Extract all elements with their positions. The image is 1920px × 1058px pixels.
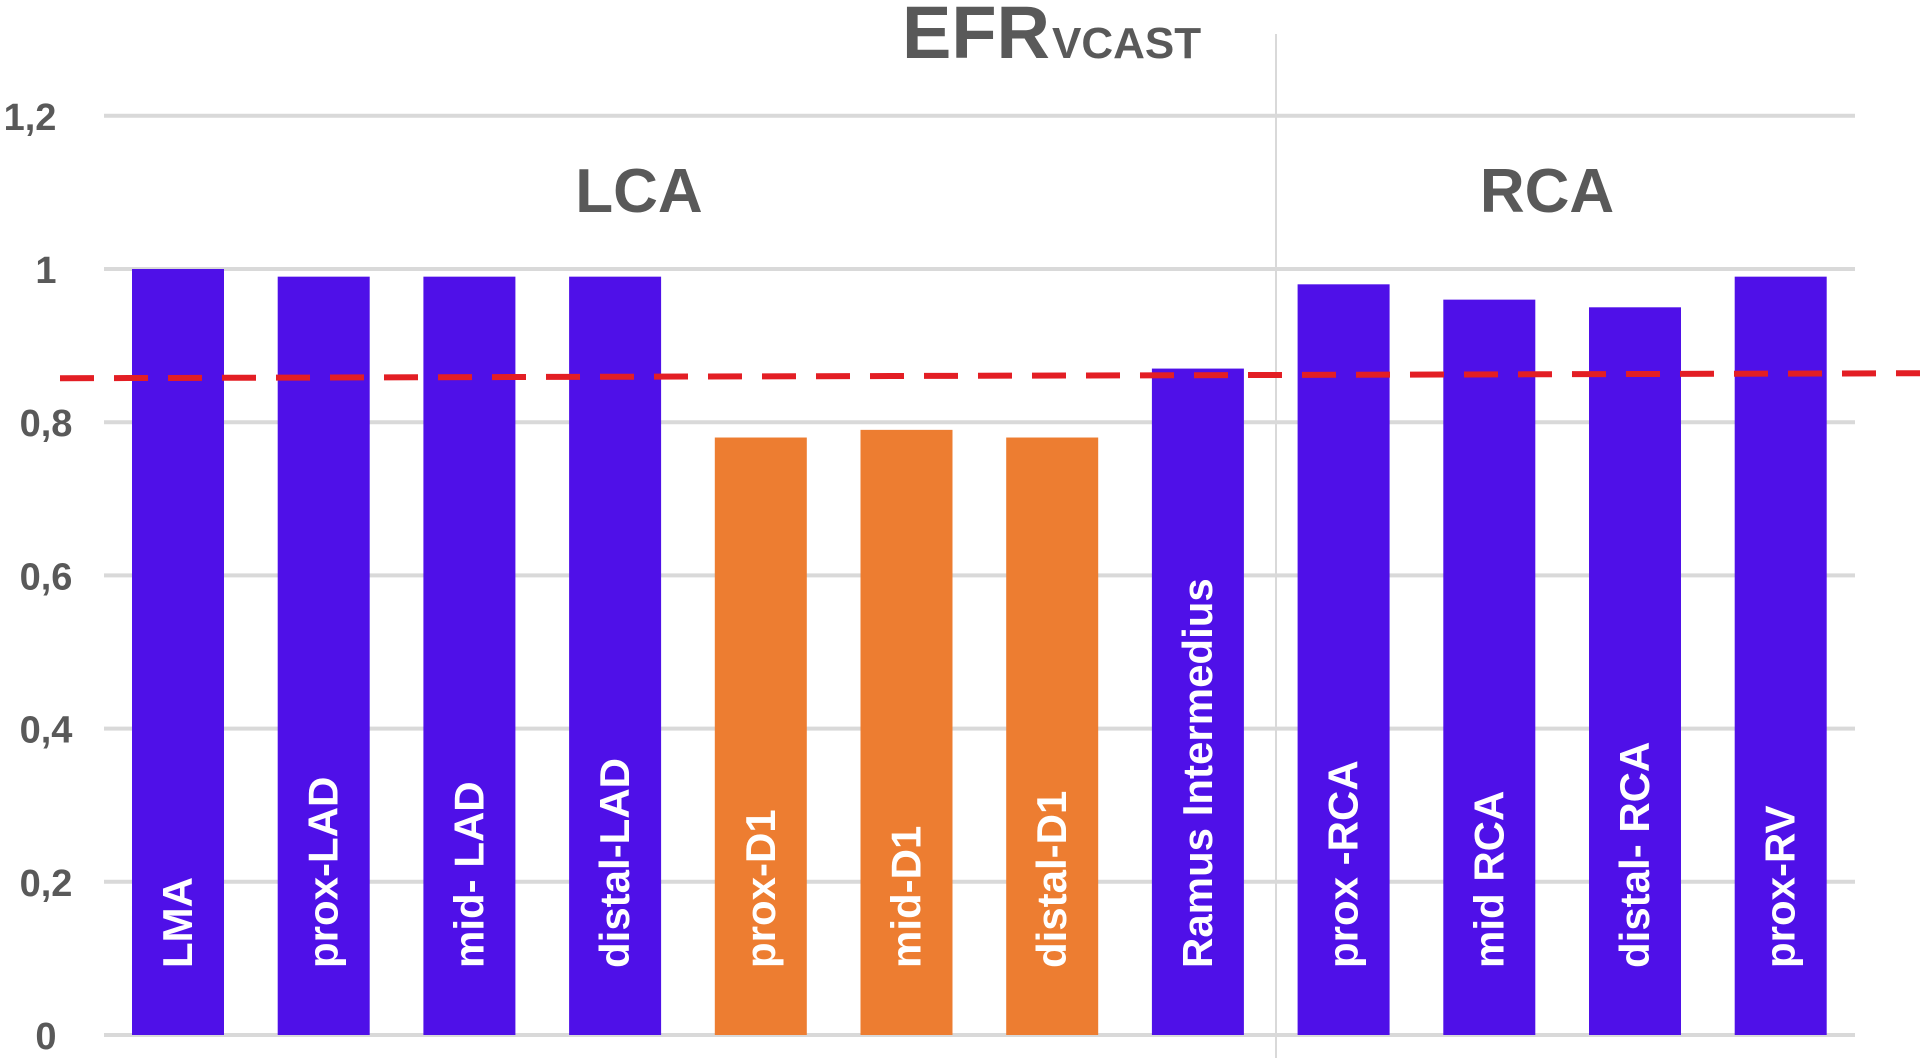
bar: [569, 276, 662, 1035]
bar-label: prox-D1: [737, 809, 784, 968]
bar: [423, 276, 516, 1035]
bar-label: mid-D1: [883, 826, 930, 968]
y-tick-label: 0,4: [20, 710, 73, 752]
bar: [1151, 368, 1244, 1036]
bar: [860, 429, 953, 1035]
bar-label: distal-LAD: [591, 758, 638, 968]
bar: [1006, 437, 1099, 1035]
chart-title: EFR: [902, 0, 1050, 74]
bar-label: mid RCA: [1465, 791, 1512, 968]
bar: [1589, 307, 1681, 1035]
bar-label: prox-LAD: [300, 777, 347, 968]
bar-label: distal-D1: [1028, 791, 1075, 968]
group-label-rca: RCA: [1480, 157, 1614, 226]
y-tick-label: 0,8: [20, 403, 73, 445]
bar-label: distal- RCA: [1611, 742, 1658, 968]
bar-label: mid- LAD: [445, 781, 492, 968]
threshold-line: [59, 370, 1920, 382]
chart-title-subscript: VCAST: [1052, 19, 1201, 68]
y-tick-label: 0,6: [20, 556, 73, 598]
bar: [1443, 299, 1536, 1035]
bar: [277, 276, 370, 1035]
bar-label: prox -RCA: [1320, 760, 1367, 968]
bar: [1734, 276, 1827, 1035]
y-tick-label: 1: [35, 250, 56, 292]
y-tick-label: 0: [35, 1016, 56, 1058]
bar-label: Ramus Intermedius: [1174, 578, 1221, 968]
bar: [132, 269, 224, 1035]
bar: [714, 437, 807, 1035]
bar-label: LMA: [154, 877, 201, 968]
y-tick-label: 1,2: [4, 97, 57, 139]
bar: [1297, 284, 1390, 1035]
y-tick-label: 0,2: [20, 863, 73, 905]
group-label-lca: LCA: [575, 157, 702, 226]
bar-label: prox-RV: [1757, 805, 1804, 968]
